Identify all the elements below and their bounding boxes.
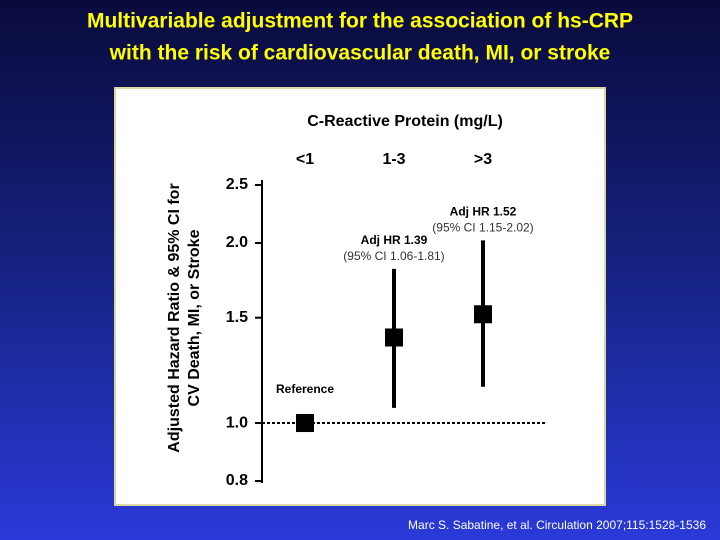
ci-label: (95% CI 1.15-2.02) [432, 221, 533, 235]
chart-title: C-Reactive Protein (mg/L) [307, 113, 503, 130]
value-label: Adj HR 1.39 [361, 233, 428, 247]
x-category-label: 1-3 [382, 151, 405, 168]
y-axis-label: Adjusted Hazard Ratio & 95% CI for CV De… [166, 183, 203, 452]
y-tick-label: 0.8 [226, 472, 248, 489]
slide-title: Multivariable adjustment for the associa… [87, 10, 633, 33]
chart-panel [114, 87, 606, 506]
y-tick-label: 2.5 [226, 176, 248, 193]
citation: Marc S. Sabatine, et al. Circulation 200… [408, 518, 706, 532]
ci-label: (95% CI 1.06-1.81) [343, 249, 444, 263]
x-category-label: <1 [296, 151, 314, 168]
y-tick-label: 2.0 [226, 234, 248, 251]
y-tick-label: 1.0 [226, 414, 248, 431]
point-marker [385, 328, 403, 347]
x-category-label: >3 [474, 151, 492, 168]
point-marker [296, 414, 314, 433]
value-label: Reference [276, 382, 334, 396]
y-tick-label: 1.5 [226, 309, 248, 326]
value-label: Adj HR 1.52 [450, 205, 517, 219]
point-marker [474, 305, 492, 324]
slide-title: with the risk of cardiovascular death, M… [109, 42, 611, 65]
y-axis-label-line: CV Death, MI, or Stroke [186, 229, 203, 406]
y-axis-label-line: Adjusted Hazard Ratio & 95% CI for [166, 183, 183, 452]
